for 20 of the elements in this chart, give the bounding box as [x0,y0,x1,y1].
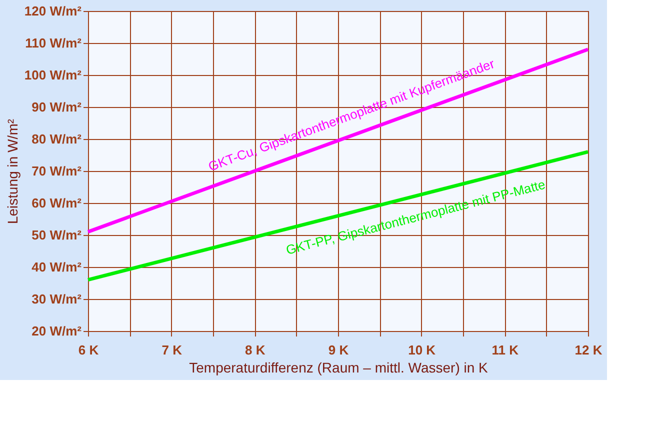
x-tick-label: 9 K [328,342,350,358]
y-tick-label: 120 W/m² [24,4,82,18]
x-tick-label: 10 K [408,342,436,358]
y-tick-label: 20 W/m² [32,324,82,338]
y-axis-title: Leistung in W/m² [4,118,20,224]
y-tick-label: 100 W/m² [24,68,82,82]
x-tick-label: 12 K [574,342,603,358]
y-tick-label: 60 W/m² [32,196,82,210]
y-tick-label: 40 W/m² [32,260,82,274]
x-tick-label: 8 K [245,342,266,358]
y-tick-label: 30 W/m² [32,292,82,306]
x-tick-label: 7 K [162,342,183,358]
y-tick-label: 90 W/m² [32,100,82,114]
y-tick-label: 70 W/m² [32,164,82,178]
y-tick-label: 80 W/m² [32,132,82,146]
x-tick-label: 6 K [78,342,100,358]
y-tick-label: 50 W/m² [32,228,82,242]
x-tick-label: 11 K [492,342,520,358]
y-tick-label: 110 W/m² [25,36,82,50]
x-axis-title: Temperaturdifferenz (Raum – mittl. Wasser) in K [189,360,489,376]
